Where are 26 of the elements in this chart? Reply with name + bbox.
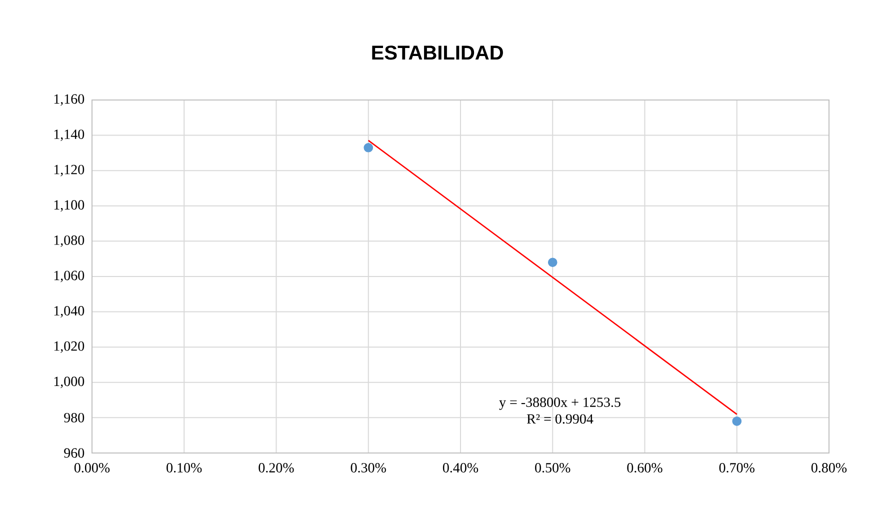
y-tick-label: 1,140 — [54, 130, 84, 142]
y-tick-label: 1,020 — [54, 341, 84, 353]
x-tick-label: 0.20% — [258, 463, 294, 473]
y-tick-label: 1,040 — [54, 306, 84, 318]
y-tick-label: 1,120 — [54, 164, 84, 176]
x-tick-label: 0.40% — [442, 463, 478, 473]
annotation: y = -38800x + 1253.5 — [499, 398, 620, 410]
point — [732, 416, 742, 426]
annotation: R² = 0.9904 — [526, 414, 594, 424]
point — [548, 258, 558, 268]
y-tick-label: 1,060 — [54, 270, 84, 282]
y-tick-label: 1,080 — [54, 235, 84, 247]
x-tick-label: 0.60% — [627, 463, 662, 473]
y-tick-label: 1,160 — [54, 94, 84, 106]
x-tick-label: 0.50% — [535, 463, 570, 473]
y-tick-label: 1,000 — [54, 376, 84, 388]
x-tick-label: 0.80% — [811, 463, 847, 473]
point — [364, 142, 374, 152]
x-tick-label: 0.30% — [350, 463, 386, 473]
chart-title: ESTABILIDAD — [372, 46, 503, 60]
x-tick-label: 0.70% — [719, 463, 754, 473]
x-tick-label: 0.10% — [166, 463, 202, 473]
x-tick-label: 0.00% — [74, 463, 110, 473]
y-tick-label: 1,100 — [54, 200, 84, 212]
y-tick-label: 960 — [64, 448, 84, 458]
y-tick-label: 980 — [64, 412, 84, 422]
